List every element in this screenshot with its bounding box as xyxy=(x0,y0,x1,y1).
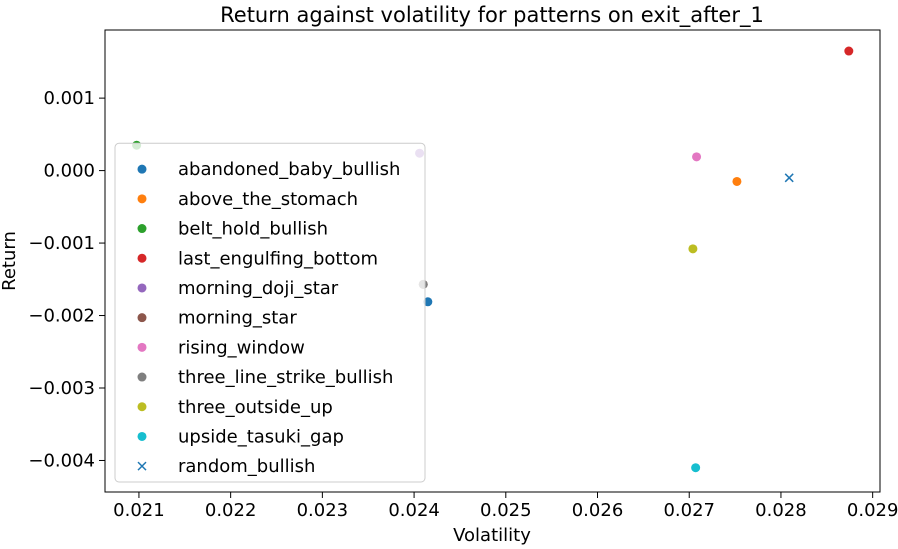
legend-marker xyxy=(137,342,147,352)
y-axis: 0.001 0.000 −0.001 −0.002 −0.003 −0.004 xyxy=(28,88,105,471)
legend-marker xyxy=(137,224,147,234)
legend-box xyxy=(114,142,426,483)
legend-item-above-the-stomach: above_the_stomach xyxy=(137,189,358,210)
y-tick-label: 0.000 xyxy=(43,161,95,182)
data-point-random-bullish xyxy=(784,173,794,183)
legend-marker xyxy=(137,164,147,174)
legend-label: upside_tasuki_gap xyxy=(178,426,344,447)
data-point-last-engulfing-bottom xyxy=(844,46,854,56)
data-point-three-outside-up xyxy=(688,244,698,254)
x-tick-label: 0.021 xyxy=(113,500,165,521)
legend-label: abandoned_baby_bullish xyxy=(178,159,400,180)
y-axis-label: Return xyxy=(0,231,20,291)
x-tick-label: 0.024 xyxy=(388,500,440,521)
legend-marker xyxy=(137,431,147,441)
legend-item-upside-tasuki-gap: upside_tasuki_gap xyxy=(137,426,344,447)
x-tick-label: 0.022 xyxy=(205,500,257,521)
chart-title: Return against volatility for patterns o… xyxy=(220,3,764,28)
legend-marker xyxy=(137,283,147,293)
data-point-upside-tasuki-gap xyxy=(691,463,701,473)
legend-item-three-outside-up: three_outside_up xyxy=(137,397,333,418)
y-tick-label: −0.004 xyxy=(28,450,95,471)
legend: abandoned_baby_bullish above_the_stomachb… xyxy=(114,142,426,483)
legend-label: above_the_stomach xyxy=(178,189,358,210)
legend-label: morning_doji_star xyxy=(178,278,339,299)
legend-marker xyxy=(137,372,147,382)
legend-label: rising_window xyxy=(178,337,305,358)
x-tick-label: 0.026 xyxy=(572,500,624,521)
x-tick-label: 0.025 xyxy=(480,500,532,521)
legend-item-morning-star: morning_star xyxy=(137,308,297,329)
legend-label: random_bullish xyxy=(178,456,315,477)
plot-frame xyxy=(104,29,881,493)
x-tick-label: 0.029 xyxy=(847,500,898,521)
legend-label: three_line_strike_bullish xyxy=(178,367,393,388)
data-point-rising-window xyxy=(692,152,702,162)
legend-marker xyxy=(137,253,147,263)
legend-item-last-engulfing-bottom: last_engulfing_bottom xyxy=(137,248,378,269)
legend-label: morning_star xyxy=(178,308,297,329)
data-point-above-the-stomach xyxy=(732,176,742,186)
legend-item-random-bullish: random_bullish xyxy=(137,456,315,477)
x-tick-label: 0.027 xyxy=(663,500,715,521)
x-axis-label: Volatility xyxy=(453,525,531,546)
legend-item-three-line-strike-bullish: three_line_strike_bullish xyxy=(137,367,393,388)
y-tick-label: 0.001 xyxy=(43,88,95,109)
legend-label: three_outside_up xyxy=(178,397,333,418)
legend-item-morning-doji-star: morning_doji_star xyxy=(137,278,339,299)
legend-item-rising-window: rising_window xyxy=(137,337,305,358)
legend-item-abandoned-baby-bullish: abandoned_baby_bullish xyxy=(137,159,400,180)
legend-label: belt_hold_bullish xyxy=(178,219,328,240)
legend-label: last_engulfing_bottom xyxy=(178,248,378,269)
legend-marker xyxy=(137,194,147,204)
x-axis: 0.021 0.022 0.023 0.024 0.025 0.026 0.027 0.028… xyxy=(113,492,898,521)
x-tick-label: 0.023 xyxy=(297,500,349,521)
y-tick-label: −0.003 xyxy=(28,378,95,399)
y-tick-label: −0.001 xyxy=(28,233,95,254)
legend-marker xyxy=(137,313,147,323)
legend-marker xyxy=(137,402,147,412)
x-tick-label: 0.028 xyxy=(755,500,807,521)
legend-item-belt-hold-bullish: belt_hold_bullish xyxy=(137,219,328,240)
data-point-abandoned-baby-bullish xyxy=(423,297,433,307)
y-tick-label: −0.002 xyxy=(28,306,95,327)
